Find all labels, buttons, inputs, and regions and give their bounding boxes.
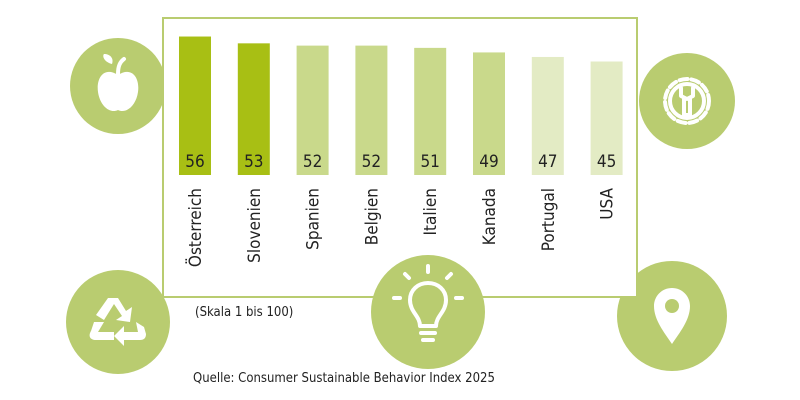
bar bbox=[296, 45, 329, 175]
value-label: 45 bbox=[597, 152, 616, 172]
bar bbox=[473, 52, 505, 175]
x-tick-label: Österreich bbox=[184, 188, 206, 267]
x-tick-label: Portugal bbox=[539, 188, 559, 251]
bar bbox=[590, 61, 623, 175]
value-label: 52 bbox=[362, 152, 381, 172]
recycle-icon bbox=[89, 298, 146, 346]
x-tick-label: Belgien bbox=[362, 188, 382, 245]
x-tick-label: Spanien bbox=[304, 188, 324, 250]
apple-icon bbox=[97, 54, 139, 112]
value-label: 49 bbox=[479, 152, 498, 172]
value-label: 51 bbox=[420, 152, 439, 172]
bar bbox=[531, 56, 564, 175]
value-label: 56 bbox=[185, 152, 204, 172]
x-tick-label: Kanada bbox=[480, 188, 500, 245]
x-tick-label: Italien bbox=[421, 188, 441, 235]
bar bbox=[355, 45, 388, 175]
bar bbox=[237, 43, 270, 176]
note: (Skala 1 bis 100) bbox=[195, 305, 293, 320]
bulb-icon bbox=[392, 264, 464, 342]
value-label: 52 bbox=[303, 152, 322, 172]
x-tick-label: USA bbox=[598, 187, 618, 219]
bar bbox=[179, 36, 211, 175]
x-tick-label: Slovenien bbox=[245, 188, 265, 263]
source: Quelle: Consumer Sustainable Behavior In… bbox=[193, 371, 495, 386]
bar bbox=[414, 47, 447, 175]
decor bbox=[371, 255, 485, 369]
gear-icon bbox=[663, 77, 711, 125]
value-label: 47 bbox=[538, 152, 557, 172]
value-label: 53 bbox=[244, 152, 263, 172]
pin-icon bbox=[654, 288, 690, 344]
chart-frame bbox=[162, 17, 638, 298]
